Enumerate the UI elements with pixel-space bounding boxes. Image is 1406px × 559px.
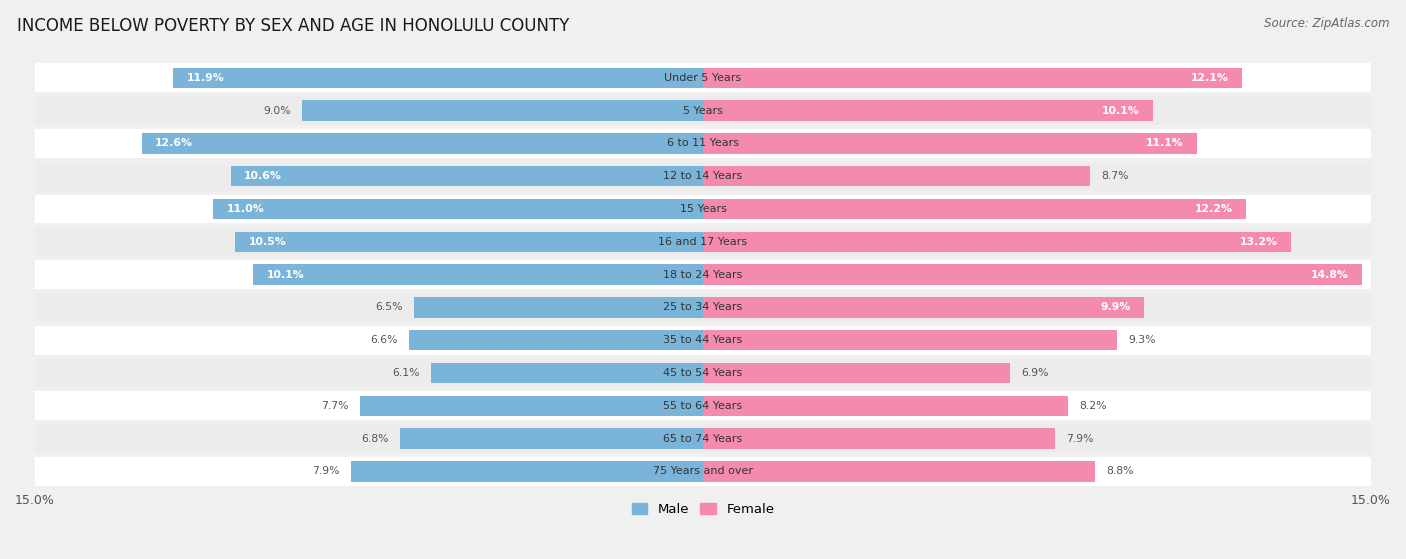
Text: 9.0%: 9.0% [263,106,291,116]
Text: 7.9%: 7.9% [312,466,340,476]
Text: 25 to 34 Years: 25 to 34 Years [664,302,742,312]
Text: Under 5 Years: Under 5 Years [665,73,741,83]
Bar [35,457,1371,486]
Text: 12.6%: 12.6% [155,139,193,148]
Text: 6.9%: 6.9% [1021,368,1049,378]
Bar [35,195,1371,224]
Bar [703,133,1198,154]
Bar [35,228,1371,256]
Text: 5 Years: 5 Years [683,106,723,116]
Bar [703,330,1118,350]
Bar [35,424,1371,453]
Text: 11.1%: 11.1% [1146,139,1184,148]
Text: 8.8%: 8.8% [1107,466,1133,476]
Text: 6.8%: 6.8% [361,434,389,444]
Text: 6.1%: 6.1% [392,368,420,378]
Text: 18 to 24 Years: 18 to 24 Years [664,269,742,280]
Text: 10.1%: 10.1% [267,269,304,280]
Text: 11.9%: 11.9% [187,73,224,83]
Bar [35,293,1371,322]
Text: 10.6%: 10.6% [245,171,283,181]
Bar [703,231,1291,252]
Text: 12.2%: 12.2% [1195,204,1233,214]
Text: 8.7%: 8.7% [1102,171,1129,181]
Text: 75 Years and over: 75 Years and over [652,466,754,476]
Text: 10.1%: 10.1% [1102,106,1139,116]
Bar [173,68,703,88]
Bar [35,96,1371,125]
Bar [703,68,1241,88]
Text: 13.2%: 13.2% [1240,237,1278,247]
Bar [142,133,703,154]
Bar [214,199,703,219]
Bar [703,363,1011,383]
Text: 11.0%: 11.0% [226,204,264,214]
Bar [35,391,1371,420]
Bar [703,166,1091,186]
Text: 45 to 54 Years: 45 to 54 Years [664,368,742,378]
Bar [352,461,703,482]
Text: 16 and 17 Years: 16 and 17 Years [658,237,748,247]
Text: 7.9%: 7.9% [1066,434,1094,444]
Bar [35,260,1371,289]
Bar [253,264,703,285]
Text: 14.8%: 14.8% [1310,269,1348,280]
Bar [703,297,1144,318]
Text: 55 to 64 Years: 55 to 64 Years [664,401,742,411]
Bar [35,63,1371,92]
Bar [231,166,703,186]
Bar [703,101,1153,121]
Text: 8.2%: 8.2% [1080,401,1107,411]
Text: 10.5%: 10.5% [249,237,287,247]
Text: 35 to 44 Years: 35 to 44 Years [664,335,742,345]
Bar [703,199,1246,219]
Bar [703,461,1095,482]
Bar [302,101,703,121]
Text: 12 to 14 Years: 12 to 14 Years [664,171,742,181]
Bar [360,396,703,416]
Text: 12.1%: 12.1% [1191,73,1229,83]
Bar [703,396,1069,416]
Text: 7.7%: 7.7% [322,401,349,411]
Text: 6.6%: 6.6% [370,335,398,345]
Text: 6 to 11 Years: 6 to 11 Years [666,139,740,148]
Bar [432,363,703,383]
Bar [35,162,1371,191]
Text: 15 Years: 15 Years [679,204,727,214]
Bar [401,429,703,449]
Text: INCOME BELOW POVERTY BY SEX AND AGE IN HONOLULU COUNTY: INCOME BELOW POVERTY BY SEX AND AGE IN H… [17,17,569,35]
Bar [235,231,703,252]
Text: 9.9%: 9.9% [1101,302,1130,312]
Bar [35,326,1371,354]
Bar [35,358,1371,387]
Legend: Male, Female: Male, Female [626,498,780,522]
Bar [413,297,703,318]
Text: 65 to 74 Years: 65 to 74 Years [664,434,742,444]
Text: Source: ZipAtlas.com: Source: ZipAtlas.com [1264,17,1389,30]
Bar [703,429,1054,449]
Text: 6.5%: 6.5% [375,302,402,312]
Text: 9.3%: 9.3% [1129,335,1156,345]
Bar [703,264,1362,285]
Bar [409,330,703,350]
Bar [35,129,1371,158]
